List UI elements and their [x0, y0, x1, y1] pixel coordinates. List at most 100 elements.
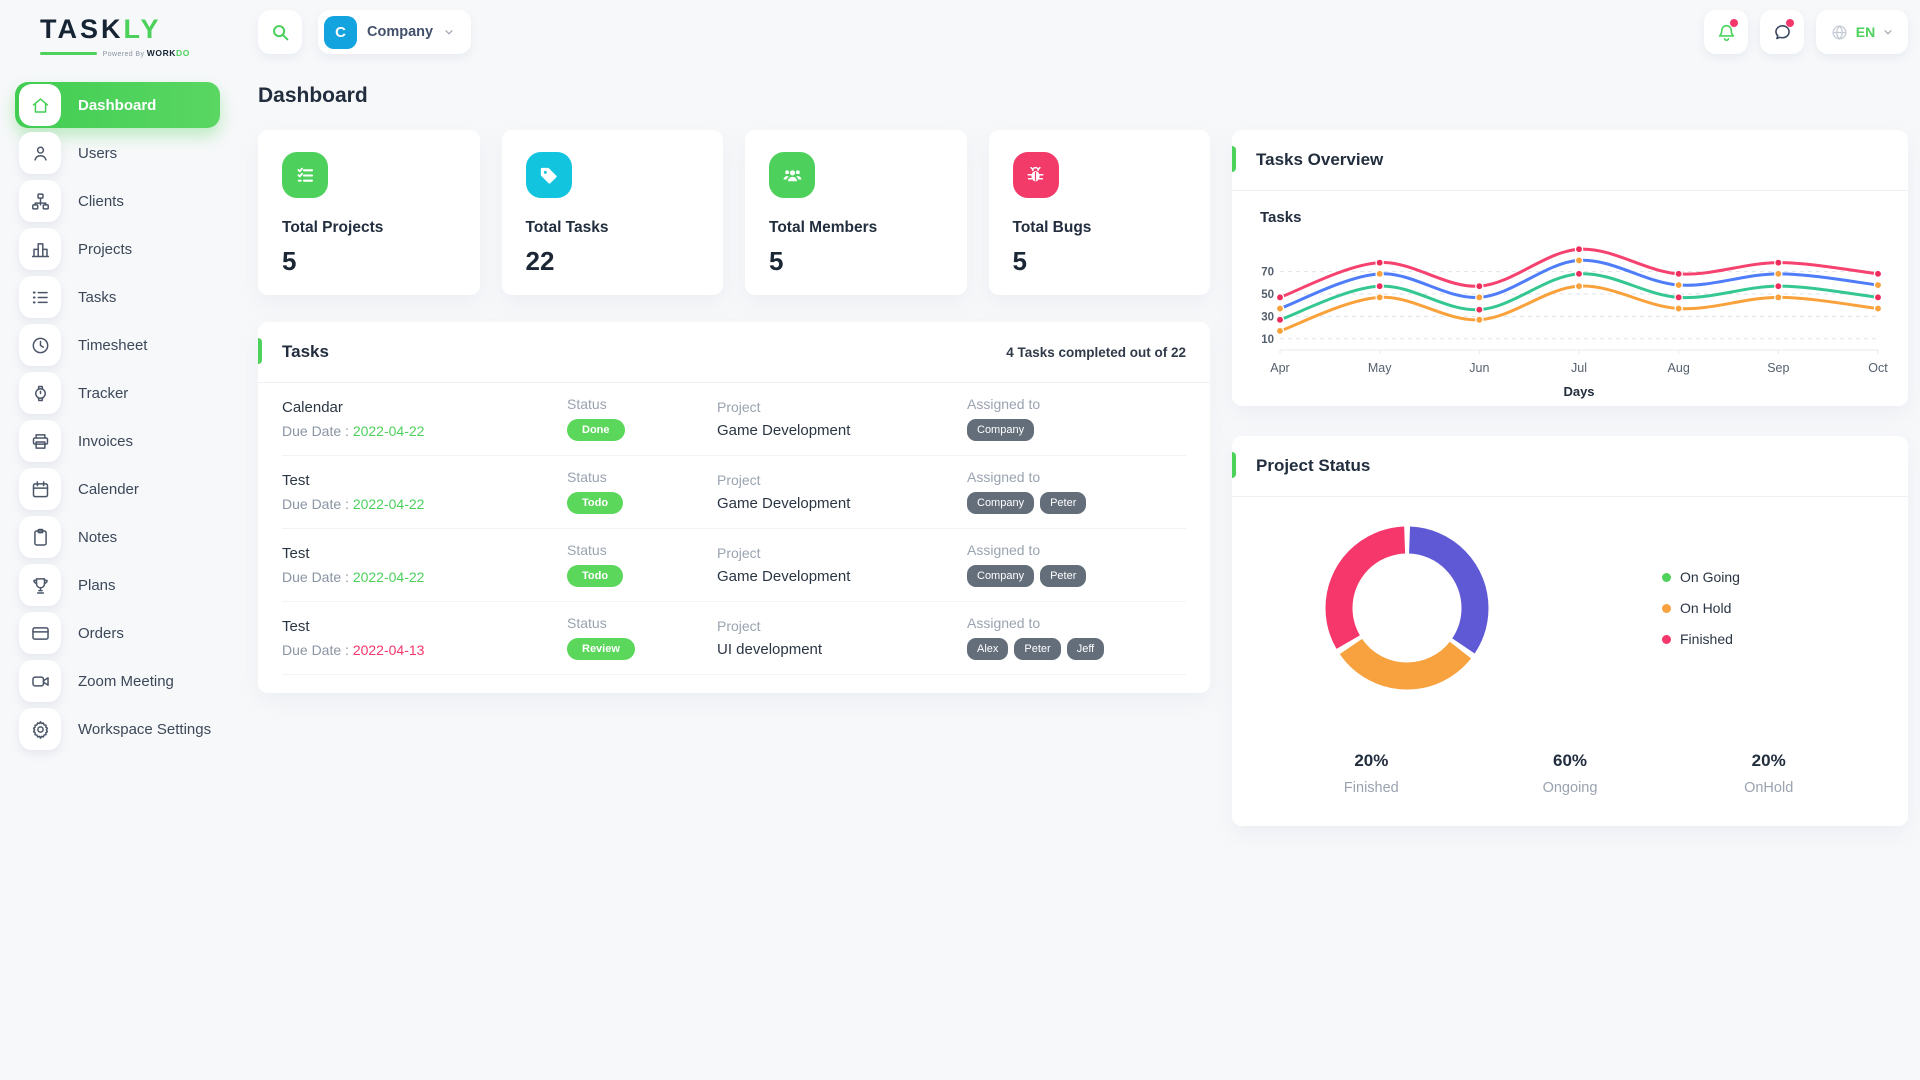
language-selector[interactable]: EN — [1816, 10, 1908, 54]
stat-value: 5 — [282, 246, 297, 276]
projects-icon — [19, 228, 61, 270]
svg-text:30: 30 — [1261, 311, 1274, 323]
sidebar-item-plans[interactable]: Plans — [15, 562, 220, 608]
legend-label: On Hold — [1680, 600, 1732, 616]
svg-text:Oct: Oct — [1868, 361, 1888, 375]
sidebar-item-zoom-meeting[interactable]: Zoom Meeting — [15, 658, 220, 704]
powered-by-brand-dark: WORK — [146, 48, 177, 58]
notifications-button[interactable] — [1704, 10, 1748, 54]
orders-icon — [19, 612, 61, 654]
project-status-stats: 20% Finished 60% Ongoing 20% OnHold — [1232, 751, 1908, 826]
sidebar-item-label: Tasks — [78, 288, 117, 306]
invoices-icon — [19, 420, 61, 462]
task-name: Test — [282, 544, 310, 562]
task-info: Test Due Date : 2022-04-13 — [282, 618, 567, 658]
stat-card-total-bugs: Total Bugs 5 — [988, 130, 1210, 295]
assignee-chip: Peter — [1014, 638, 1061, 660]
donut-legend: On Going On Hold Finished — [1662, 569, 1740, 647]
app-logo[interactable]: TASKLY Powered By WORKDO — [0, 0, 240, 58]
tasks-overview-chart: Tasks 10 30 50 70 Apr May Jun Jul Aug Sep Oct Days — [1232, 191, 1908, 406]
task-row[interactable]: Test Due Date : 2022-04-13 Status Review Pro… — [282, 602, 1186, 675]
project-status-title: Project Status — [1256, 456, 1371, 475]
sidebar-item-timesheet[interactable]: Timesheet — [15, 322, 220, 368]
sidebar-nav: Dashboard Users Clients Projects Tasks Timesh… — [0, 82, 240, 752]
svg-text:Aug: Aug — [1668, 361, 1690, 375]
page-title: Dashboard — [258, 84, 368, 107]
task-row[interactable]: Test Due Date : 2022-04-22 Status Todo Proje… — [282, 529, 1186, 602]
status-stat-finished: 20% Finished — [1272, 751, 1471, 796]
powered-by: Powered By WORKDO — [103, 48, 190, 58]
legend-label: Finished — [1680, 631, 1733, 647]
stats-row: Total Projects 5 Total Tasks 22 Total Member… — [258, 130, 1210, 295]
sidebar-item-tracker[interactable]: Tracker — [15, 370, 220, 416]
stat-name: OnHold — [1744, 780, 1794, 796]
sidebar-item-tasks[interactable]: Tasks — [15, 274, 220, 320]
svg-text:50: 50 — [1261, 289, 1274, 301]
stat-card-total-members: Total Members 5 — [745, 130, 967, 295]
donut-slice-ongoing — [1325, 526, 1489, 690]
svg-text:Apr: Apr — [1270, 361, 1289, 375]
tracker-icon — [19, 372, 61, 414]
bug-icon — [1012, 152, 1059, 198]
task-status: Status Todo — [567, 469, 717, 514]
stat-name: Ongoing — [1542, 780, 1598, 796]
task-assignees: Assigned to Company Peter — [967, 469, 1186, 514]
tasks-panel-title: Tasks — [282, 342, 329, 361]
donut-slice-onhold — [1325, 526, 1489, 690]
zoom-icon — [19, 660, 61, 702]
sidebar-item-users[interactable]: Users — [15, 130, 220, 176]
sidebar-item-workspace-settings[interactable]: Workspace Settings — [15, 706, 220, 752]
tasks-panel-header: Tasks 4 Tasks completed out of 22 — [258, 322, 1210, 383]
settings-icon — [19, 708, 61, 750]
sidebar-item-notes[interactable]: Notes — [15, 514, 220, 560]
assignee-chip: Alex — [967, 638, 1009, 660]
sidebar-item-orders[interactable]: Orders — [15, 610, 220, 656]
sidebar-item-dashboard[interactable]: Dashboard — [15, 82, 220, 128]
sidebar-item-label: Invoices — [78, 432, 134, 450]
company-avatar: C — [324, 15, 357, 49]
sidebar-item-clients[interactable]: Clients — [15, 178, 220, 224]
sidebar-item-calender[interactable]: Calender — [15, 466, 220, 512]
messages-button[interactable] — [1760, 10, 1804, 54]
sidebar-item-projects[interactable]: Projects — [15, 226, 220, 272]
assignee-chip: Peter — [1040, 492, 1087, 514]
sidebar-item-label: Tracker — [78, 384, 129, 402]
task-project: Project UI development — [717, 618, 967, 658]
svg-text:70: 70 — [1261, 267, 1274, 279]
task-info: Test Due Date : 2022-04-22 — [282, 472, 567, 512]
task-row[interactable]: Test Due Date : 2022-04-22 Status Todo Proje… — [282, 456, 1186, 529]
task-status: Status Done — [567, 396, 717, 441]
sidebar: TASKLY Powered By WORKDO Dashboard Users C… — [0, 0, 240, 1080]
logo-subtitle: Powered By WORKDO — [40, 48, 190, 58]
tasks-overview-panel: Tasks Overview Tasks 10 30 50 70 Apr May Jun Ju… — [1232, 130, 1908, 406]
task-info: Test Due Date : 2022-04-22 — [282, 545, 567, 585]
legend-dot — [1662, 572, 1671, 582]
search-button[interactable] — [258, 10, 302, 54]
powered-by-prefix: Powered By — [102, 51, 147, 58]
project-status-panel: Project Status On Going On Hold Finished 2… — [1232, 436, 1908, 826]
search-icon — [272, 24, 288, 40]
task-name: Calendar — [282, 398, 343, 416]
company-selector[interactable]: C Company — [318, 10, 472, 54]
chart-y-title: Tasks — [1260, 209, 1302, 226]
assignee-chip: Peter — [1040, 565, 1087, 587]
chat-icon — [1774, 24, 1790, 39]
sidebar-item-label: Workspace Settings — [78, 720, 212, 738]
sidebar-item-invoices[interactable]: Invoices — [15, 418, 220, 464]
stat-label: Total Bugs — [1012, 219, 1092, 236]
logo-underline — [40, 51, 97, 55]
project-name: Game Development — [717, 421, 851, 439]
task-name: Test — [282, 617, 310, 635]
tasks-icon — [19, 276, 61, 318]
task-assignees: Assigned to Alex Peter Jeff — [967, 615, 1186, 660]
status-badge: Todo — [567, 492, 624, 514]
timesheet-icon — [19, 324, 61, 366]
task-row[interactable]: Calendar Due Date : 2022-04-22 Status Done P… — [282, 383, 1186, 456]
task-assignees: Assigned to Company — [967, 396, 1186, 441]
status-badge: Todo — [567, 565, 624, 587]
assignee-chip: Company — [967, 419, 1035, 441]
tasks-panel: Tasks 4 Tasks completed out of 22 Calend… — [258, 322, 1210, 693]
assignee-chip: Company — [967, 492, 1035, 514]
task-due-date: Due Date : 2022-04-13 — [282, 641, 425, 658]
